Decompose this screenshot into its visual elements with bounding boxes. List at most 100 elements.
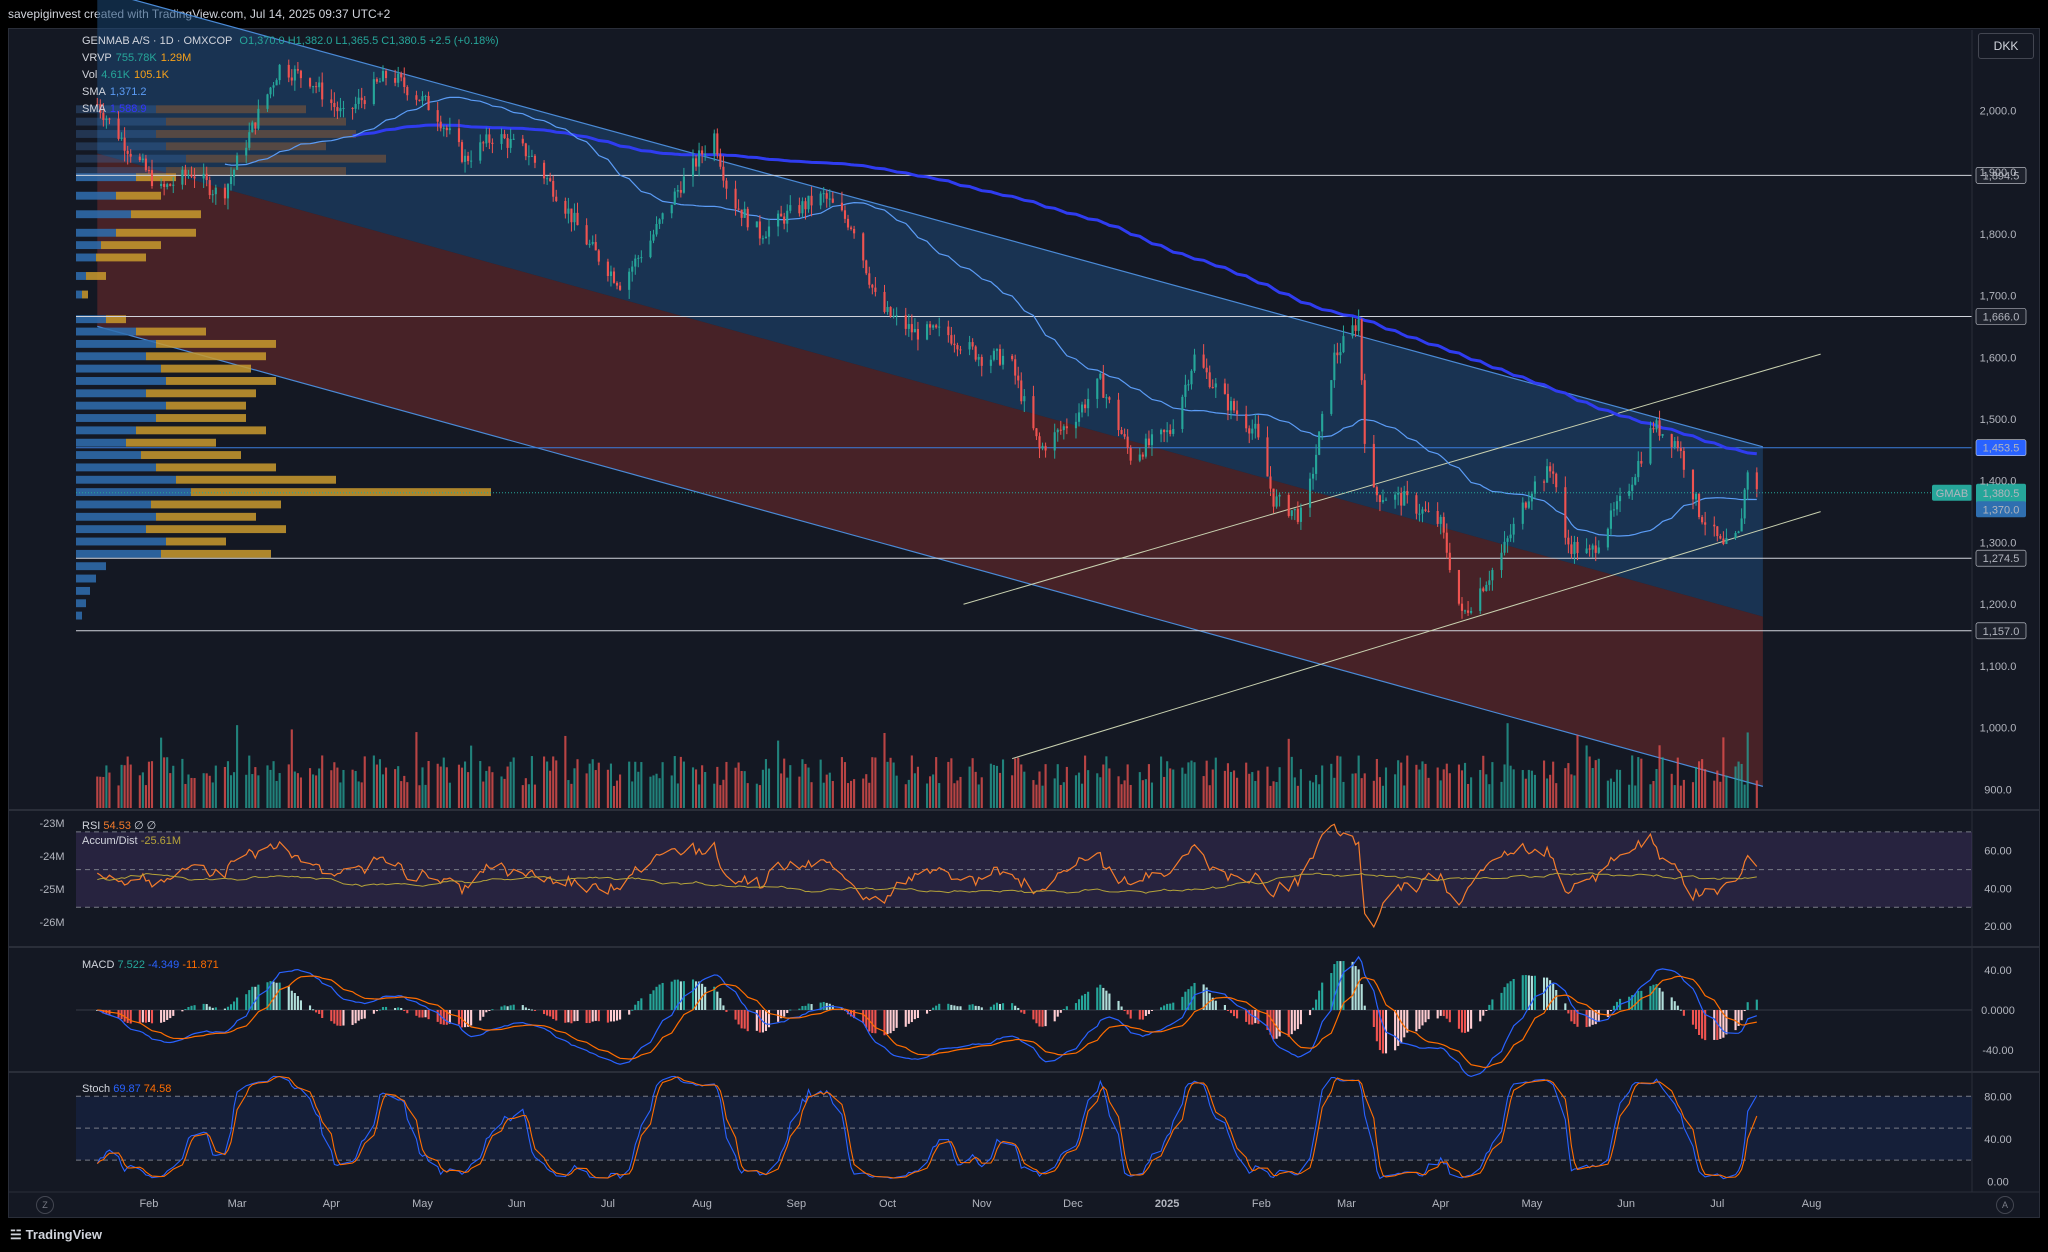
macd-histogram-bar <box>397 1007 400 1010</box>
candle-body <box>336 107 339 112</box>
candle-body <box>846 218 850 228</box>
volume-bar <box>1479 769 1482 808</box>
volume-profile-bar <box>76 142 166 151</box>
volume-profile-bar <box>76 488 191 497</box>
volume-bar <box>467 772 470 808</box>
volume-profile-bar <box>76 191 116 200</box>
volume-bar <box>1296 785 1299 808</box>
volume-bar <box>1652 780 1655 808</box>
volume-bar <box>287 764 290 808</box>
macd-name: MACD <box>82 959 115 971</box>
candle-body <box>290 77 293 81</box>
macd-histogram-bar <box>585 1010 588 1024</box>
volume-bar <box>321 755 324 808</box>
stoch-axis-tick: 80.00 <box>1984 1091 2012 1103</box>
candle-body <box>950 335 953 344</box>
volume-bar <box>925 783 929 808</box>
volume-bar <box>1084 755 1087 808</box>
volume-bar <box>843 762 847 808</box>
candle-body <box>521 138 524 144</box>
macd-histogram-bar <box>938 1003 941 1010</box>
volume-bar <box>172 765 175 808</box>
candle-body <box>1719 536 1722 539</box>
macd-histogram-bar <box>1172 1002 1175 1010</box>
sma-slow-line <box>352 123 1757 456</box>
volume-bar <box>181 758 184 808</box>
candle-body <box>1542 481 1546 483</box>
candle-body <box>1020 380 1023 402</box>
macd-histogram-bar <box>1527 975 1530 1010</box>
volume-bar <box>767 768 771 808</box>
macd-histogram-bar <box>1363 1005 1366 1010</box>
symbol-title[interactable]: GENMAB A/S · 1D · OMXCOP <box>82 35 233 47</box>
volume-bar <box>415 732 418 808</box>
indicator-legend-row[interactable]: Vol 4.61K 105.1K <box>82 67 503 84</box>
candle-body <box>193 176 196 179</box>
volume-bar <box>904 784 907 808</box>
candle-body <box>786 210 789 224</box>
macd-histogram-bar <box>1321 982 1324 1010</box>
tradingview-logo[interactable]: ☱ TradingView <box>10 1227 102 1243</box>
macd-histogram-bar <box>512 1004 515 1010</box>
candle-body <box>1084 404 1087 409</box>
candle-body <box>1351 325 1354 337</box>
candle-body <box>509 138 512 148</box>
candle-body <box>1229 401 1233 411</box>
candle-body <box>1287 494 1290 516</box>
candle-body <box>974 346 977 360</box>
macd-histogram-bar <box>734 1010 737 1020</box>
macd-signal-value: -11.871 <box>182 959 219 971</box>
macd-histogram-bar <box>1147 1010 1150 1015</box>
candle-body <box>1169 430 1172 434</box>
volume-profile-bar <box>76 438 126 447</box>
candle-body <box>1193 354 1196 371</box>
volume-bar <box>895 775 898 808</box>
zoom-corner-button[interactable]: Z <box>36 1196 54 1214</box>
volume-bar <box>1269 785 1272 808</box>
macd-histogram-bar <box>166 1010 169 1020</box>
macd-histogram-bar <box>1166 1003 1169 1010</box>
volume-bar <box>169 773 172 808</box>
macd-legend: MACD 7.522 -4.349 -11.871 <box>82 959 219 971</box>
currency-selector[interactable]: DKK <box>1978 33 2034 59</box>
candle-body <box>1318 431 1321 455</box>
candle-body <box>1160 429 1163 435</box>
candle-body <box>1041 445 1044 449</box>
macd-histogram-bar <box>1406 1010 1409 1033</box>
candle-body <box>251 122 254 133</box>
volume-bar <box>190 777 193 808</box>
auto-scale-button[interactable]: A <box>1996 1196 2014 1214</box>
candle-body <box>1691 469 1695 500</box>
candle-body <box>296 69 299 71</box>
indicator-legend-row[interactable]: SMA 1,588.9 <box>82 101 503 118</box>
macd-histogram-bar <box>1463 1010 1467 1033</box>
macd-histogram-bar <box>293 993 296 1010</box>
volume-profile-bar <box>136 173 176 182</box>
volume-bar <box>947 761 950 808</box>
indicator-legend-row[interactable]: SMA 1,371.2 <box>82 84 503 101</box>
x-axis-tick-label: Feb <box>1252 1198 1271 1210</box>
volume-bar <box>1436 767 1439 808</box>
volume-bar <box>1567 763 1570 808</box>
volume-bar <box>357 781 360 808</box>
macd-histogram-bar <box>968 1004 971 1010</box>
candle-body <box>293 69 296 81</box>
macd-histogram-bar <box>1470 1010 1473 1029</box>
candle-body <box>123 137 126 151</box>
candle-body <box>1290 510 1293 516</box>
volume-bar <box>661 762 664 808</box>
candle-body <box>1023 396 1026 402</box>
horizontal-level-tag: 1,274.5 <box>1975 549 2027 567</box>
macd-histogram-bar <box>1555 989 1558 1010</box>
volume-bar <box>126 756 129 808</box>
macd-histogram-bar <box>1424 1010 1427 1023</box>
candle-body <box>1755 472 1758 490</box>
volume-bar <box>1448 773 1451 808</box>
indicator-legend-row[interactable]: VRVP 755.78K 1.29M <box>82 50 503 67</box>
volume-bar <box>1287 738 1290 808</box>
macd-histogram-bar <box>570 1010 573 1024</box>
candle-body <box>840 202 844 211</box>
volume-bar <box>1266 766 1269 808</box>
volume-bar <box>1056 764 1059 808</box>
